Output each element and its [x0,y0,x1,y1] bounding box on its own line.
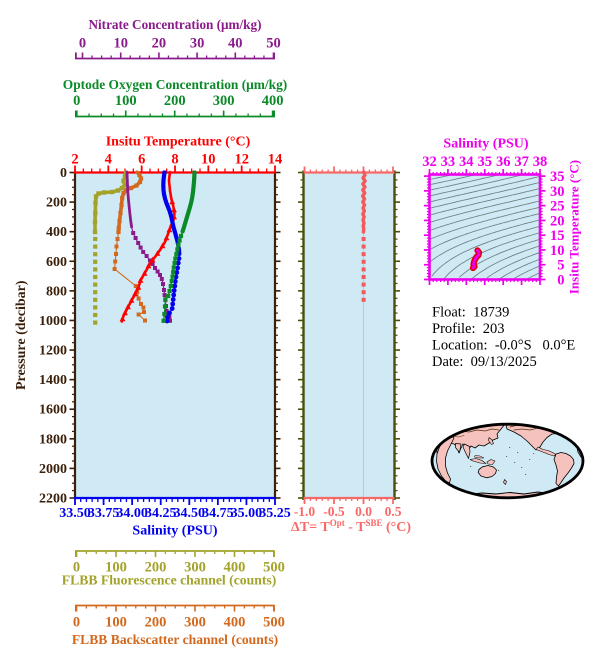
svg-text:Optode Oxygen Concentration (μ: Optode Oxygen Concentration (μm/kg) [63,77,287,92]
svg-text:20: 20 [550,213,565,229]
svg-text:14: 14 [268,152,283,168]
svg-text:Salinity (PSU): Salinity (PSU) [132,524,218,539]
svg-text:1000: 1000 [39,314,67,329]
svg-text:Date: 09/13/2025: Date: 09/13/2025 [432,354,537,370]
svg-text:30: 30 [190,36,205,52]
svg-text:300: 300 [184,560,206,576]
svg-text:300: 300 [184,615,206,631]
svg-text:200: 200 [145,560,167,576]
svg-text:33: 33 [441,154,456,170]
svg-text:-0.5: -0.5 [323,504,345,519]
svg-text:34.75: 34.75 [202,506,234,521]
svg-text:10: 10 [550,243,565,259]
svg-text:FLBB Fluorescence channel (cou: FLBB Fluorescence channel (counts) [62,573,277,589]
svg-text:10: 10 [113,36,128,52]
svg-text:34.25: 34.25 [145,506,177,521]
svg-text:2200: 2200 [39,492,67,507]
svg-text:1800: 1800 [39,432,67,447]
svg-text:50: 50 [266,36,281,52]
svg-text:35: 35 [478,154,493,170]
svg-text:8: 8 [171,152,178,168]
svg-text:35: 35 [550,169,565,185]
svg-text:400: 400 [224,615,246,631]
svg-text:1400: 1400 [39,373,67,388]
svg-text:6: 6 [138,152,145,168]
svg-text:5: 5 [557,258,564,274]
svg-text:12: 12 [234,152,249,168]
svg-text:0.0: 0.0 [355,504,372,519]
svg-text:100: 100 [105,560,127,576]
svg-text:30: 30 [550,184,565,200]
svg-text:400: 400 [46,225,67,240]
svg-text:Float: 18739: Float: 18739 [432,305,509,321]
svg-text:34: 34 [459,154,474,170]
svg-text:0: 0 [73,93,80,109]
svg-text:800: 800 [46,284,67,299]
svg-text:34.50: 34.50 [174,506,206,521]
svg-text:35.00: 35.00 [231,506,263,521]
svg-text:500: 500 [263,560,285,576]
svg-text:2: 2 [71,152,78,168]
svg-text:Profile: 203: Profile: 203 [432,321,505,337]
svg-text:33.75: 33.75 [88,506,120,521]
svg-text:Salinity (PSU): Salinity (PSU) [443,137,529,152]
svg-text:0: 0 [73,615,80,631]
svg-text:40: 40 [228,36,243,52]
svg-text:10: 10 [201,152,216,168]
svg-text:37: 37 [514,154,529,170]
svg-text:400: 400 [262,93,284,109]
svg-text:600: 600 [46,255,67,270]
svg-text:0: 0 [73,560,80,576]
svg-text:36: 36 [496,154,511,170]
svg-text:100: 100 [115,93,137,109]
svg-text:100: 100 [105,615,127,631]
svg-text:34.00: 34.00 [116,506,148,521]
svg-text:Location: -0.0°S 0.0°E: Location: -0.0°S 0.0°E [432,338,575,354]
svg-text:0: 0 [79,36,86,52]
svg-text:400: 400 [224,560,246,576]
svg-text:35.25: 35.25 [259,506,291,521]
svg-text:-1.0: -1.0 [294,504,316,519]
svg-text:Pressure (decibar): Pressure (decibar) [14,280,29,390]
svg-text:Insitu Temperature (°C): Insitu Temperature (°C) [106,135,251,150]
svg-text:FLBB Backscatter channel (coun: FLBB Backscatter channel (counts) [72,632,278,648]
svg-text:38: 38 [533,154,548,170]
svg-text:200: 200 [145,615,167,631]
svg-text:ΔT= TOpt - TSBE (°C): ΔT= TOpt - TSBE (°C) [291,518,411,535]
svg-text:500: 500 [263,615,285,631]
svg-text:200: 200 [164,93,186,109]
svg-text:1200: 1200 [39,344,67,359]
svg-text:1600: 1600 [39,403,67,418]
svg-text:300: 300 [213,93,235,109]
svg-text:0: 0 [60,166,67,181]
svg-text:15: 15 [550,228,565,244]
svg-text:25: 25 [550,199,565,215]
svg-text:0.5: 0.5 [385,504,402,519]
svg-text:2000: 2000 [39,462,67,477]
svg-text:200: 200 [46,196,67,211]
svg-text:33.50: 33.50 [59,506,91,521]
svg-text:0: 0 [557,273,564,289]
svg-text:Insitu Temperature (°C): Insitu Temperature (°C) [567,160,582,294]
svg-text:20: 20 [152,36,167,52]
svg-text:4: 4 [105,152,112,168]
svg-text:32: 32 [422,154,437,170]
svg-text:Nitrate Concentration (μm/kg): Nitrate Concentration (μm/kg) [88,17,261,32]
